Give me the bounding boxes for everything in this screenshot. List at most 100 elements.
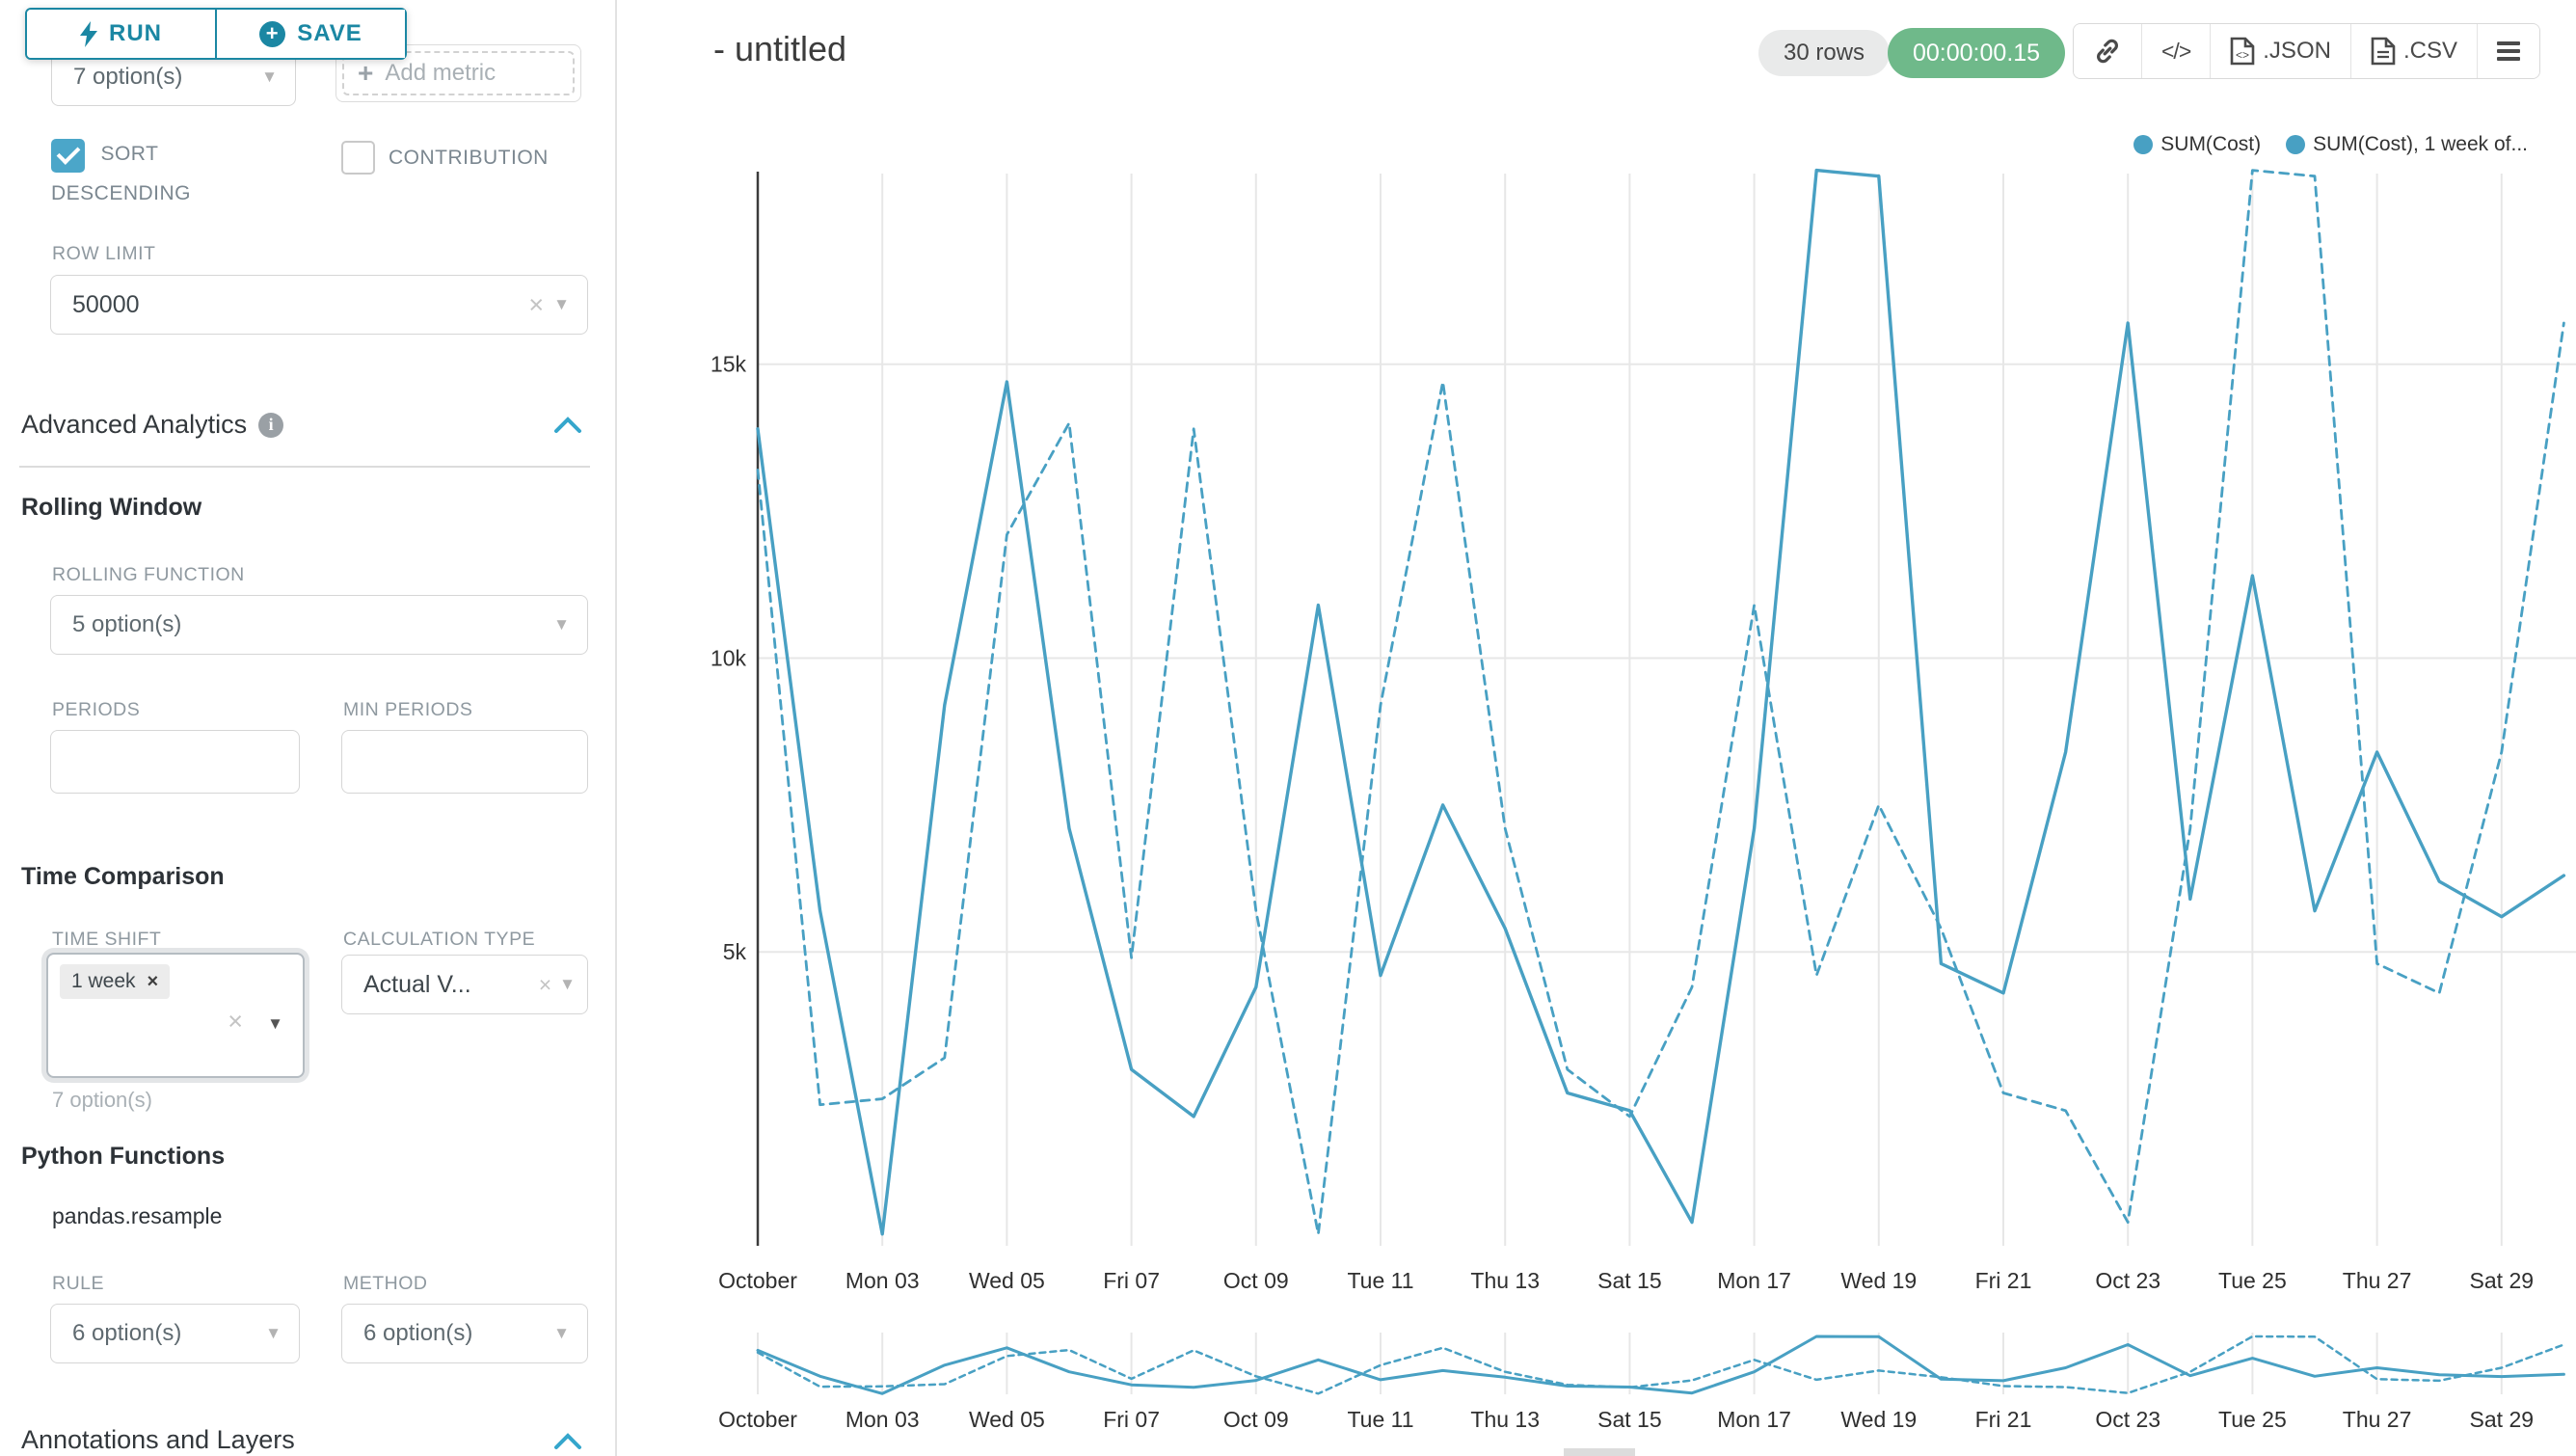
chevron-down-icon: ▼	[553, 615, 570, 634]
time-shift-label: TIME SHIFT	[52, 929, 162, 950]
advanced-analytics-header[interactable]: Advanced Analytics i	[21, 410, 284, 440]
save-button[interactable]: + SAVE	[217, 10, 405, 58]
svg-text:Mon 17: Mon 17	[1717, 1268, 1791, 1293]
legend-label: SUM(Cost), 1 week of...	[2313, 133, 2528, 155]
clear-icon[interactable]: ×	[538, 971, 552, 997]
legend-label: SUM(Cost)	[2160, 133, 2262, 155]
svg-text:Sat 29: Sat 29	[2470, 1407, 2535, 1432]
clear-icon[interactable]: ×	[228, 1007, 243, 1036]
export-csv-button[interactable]: .CSV	[2350, 24, 2478, 78]
svg-text:Fri 21: Fri 21	[1975, 1268, 2032, 1293]
svg-text:Mon 03: Mon 03	[845, 1407, 920, 1432]
svg-text:Thu 27: Thu 27	[2343, 1407, 2412, 1432]
plus-circle-icon: +	[259, 20, 286, 47]
contribution-checkbox[interactable]	[341, 141, 375, 175]
run-label: RUN	[109, 20, 162, 46]
rule-select[interactable]: 6 option(s) ▼	[50, 1304, 300, 1363]
main-line-chart[interactable]: 5k 10k 15k October Mon 03 Wed 05 Fri 07 Oct 09 T…	[619, 135, 2576, 1302]
clear-icon[interactable]: ×	[528, 289, 545, 319]
info-icon[interactable]: i	[258, 412, 284, 438]
svg-text:Sat 29: Sat 29	[2470, 1268, 2535, 1293]
svg-text:Wed 05: Wed 05	[969, 1268, 1045, 1293]
add-metric-field[interactable]: + Add metric	[335, 44, 581, 102]
csv-file-icon	[2371, 37, 2396, 66]
chevron-down-icon: ▼	[553, 1324, 570, 1342]
lightning-bolt-icon	[80, 20, 97, 47]
method-label: METHOD	[343, 1273, 428, 1294]
series-line-dashed	[756, 1335, 2565, 1395]
chart-title[interactable]: - untitled	[713, 29, 847, 68]
chart-actions-toolbar: </> <> .JSON .CSV	[2073, 23, 2540, 79]
sort-descending-label: SORT DESCENDING	[51, 143, 192, 204]
cutoff-element	[1564, 1448, 1635, 1456]
svg-text:October: October	[718, 1268, 797, 1293]
collapse-chevron-icon[interactable]	[553, 417, 582, 434]
context-brush-chart[interactable]: October Mon 03 Wed 05 Fri 07 Oct 09 Tue 11 Thu…	[619, 1302, 2576, 1456]
share-link-button[interactable]	[2074, 24, 2142, 78]
rule-value: 6 option(s)	[72, 1320, 182, 1346]
method-select[interactable]: 6 option(s) ▼	[341, 1304, 588, 1363]
svg-text:Tue 11: Tue 11	[1347, 1407, 1413, 1432]
time-shift-helper: 7 option(s)	[52, 1088, 152, 1112]
annotations-title: Annotations and Layers	[21, 1425, 295, 1454]
calculation-type-label: CALCULATION TYPE	[343, 929, 536, 950]
json-label: .JSON	[2263, 38, 2331, 64]
row-count-badge: 30 rows	[1758, 30, 1891, 76]
sort-descending-control[interactable]: SORT DESCENDING	[51, 135, 239, 214]
run-button[interactable]: RUN	[27, 10, 217, 58]
legend-item[interactable]: SUM(Cost)	[2133, 133, 2261, 156]
contribution-label: CONTRIBUTION	[389, 146, 549, 169]
svg-text:Wed 19: Wed 19	[1840, 1268, 1917, 1293]
legend-item[interactable]: SUM(Cost), 1 week of...	[2286, 133, 2528, 156]
min-periods-input[interactable]	[341, 730, 588, 794]
advanced-analytics-title: Advanced Analytics	[21, 410, 248, 439]
x-axis-tick-labels: October Mon 03 Wed 05 Fri 07 Oct 09 Tue 11 Thu…	[718, 1407, 2534, 1432]
svg-text:Tue 25: Tue 25	[2218, 1407, 2287, 1432]
svg-text:5k: 5k	[723, 939, 747, 964]
svg-text:Oct 23: Oct 23	[2095, 1407, 2160, 1432]
json-file-icon: <>	[2230, 37, 2255, 66]
sort-descending-checkbox[interactable]	[51, 139, 85, 174]
row-limit-value: 50000	[72, 290, 140, 318]
rolling-function-label: ROLLING FUNCTION	[52, 564, 245, 585]
collapse-chevron-icon[interactable]	[553, 1433, 582, 1450]
periods-label: PERIODS	[52, 699, 141, 720]
time-comparison-title: Time Comparison	[21, 863, 225, 890]
contribution-control[interactable]: CONTRIBUTION	[341, 141, 549, 175]
vertical-gridlines	[757, 1333, 2503, 1394]
time-shift-multiselect[interactable]: 1 week × × ▼	[46, 953, 305, 1078]
plus-icon: +	[358, 58, 374, 88]
svg-text:Oct 09: Oct 09	[1223, 1407, 1289, 1432]
svg-text:Fri 07: Fri 07	[1103, 1407, 1160, 1432]
min-periods-label: MIN PERIODS	[343, 699, 473, 720]
annotations-header[interactable]: Annotations and Layers	[21, 1425, 295, 1455]
method-value: 6 option(s)	[363, 1320, 473, 1346]
svg-text:Fri 21: Fri 21	[1975, 1407, 2032, 1432]
svg-text:Wed 05: Wed 05	[969, 1407, 1045, 1432]
rolling-function-select[interactable]: 5 option(s) ▼	[50, 595, 588, 655]
svg-text:Fri 07: Fri 07	[1103, 1268, 1160, 1293]
vertical-gridlines	[757, 174, 2503, 1246]
remove-tag-icon[interactable]: ×	[147, 970, 159, 992]
calculation-type-select[interactable]: Actual V... × ▼	[341, 955, 588, 1014]
time-shift-tag: 1 week ×	[60, 964, 171, 999]
export-json-button[interactable]: <> .JSON	[2211, 24, 2351, 78]
y-axis-tick-labels: 5k 10k 15k	[711, 352, 747, 965]
periods-input[interactable]	[50, 730, 300, 794]
save-label: SAVE	[297, 20, 362, 46]
svg-text:Tue 25: Tue 25	[2218, 1268, 2287, 1293]
run-save-buttons: RUN + SAVE	[25, 8, 407, 60]
chart-menu-button[interactable]	[2477, 24, 2539, 78]
add-metric-label: Add metric	[385, 60, 496, 86]
svg-text:<>: <>	[2236, 48, 2249, 62]
svg-text:Mon 03: Mon 03	[845, 1268, 920, 1293]
view-query-button[interactable]: </>	[2142, 24, 2212, 78]
row-limit-select[interactable]: 50000 × ▼	[50, 275, 588, 335]
chevron-down-icon: ▼	[553, 295, 570, 313]
chevron-down-icon[interactable]: ▼	[267, 1014, 283, 1033]
python-functions-title: Python Functions	[21, 1143, 226, 1170]
legend-swatch-icon	[2286, 135, 2306, 154]
svg-text:Sat 15: Sat 15	[1597, 1268, 1662, 1293]
calculation-type-value: Actual V...	[363, 970, 471, 998]
